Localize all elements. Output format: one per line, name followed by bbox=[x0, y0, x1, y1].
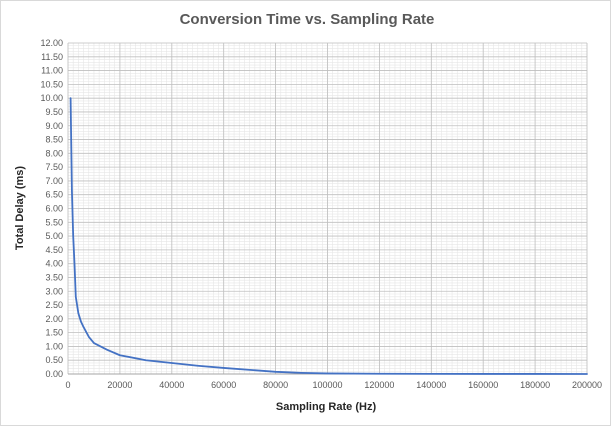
y-tick-label: 12.00 bbox=[40, 38, 63, 48]
y-axis-title: Total Delay (ms) bbox=[14, 166, 26, 250]
y-tick-label: 8.00 bbox=[45, 148, 63, 158]
y-tick-label: 9.00 bbox=[45, 121, 63, 131]
y-tick-label: 1.50 bbox=[45, 328, 63, 338]
x-tick-label: 0 bbox=[65, 380, 70, 390]
major-gridlines bbox=[67, 42, 588, 375]
x-tick-label: 140000 bbox=[416, 380, 446, 390]
x-tick-label: 40000 bbox=[159, 380, 184, 390]
chart-title: Conversion Time vs. Sampling Rate bbox=[180, 11, 435, 28]
y-tick-label: 11.00 bbox=[41, 66, 63, 76]
x-tick-label: 60000 bbox=[211, 380, 236, 390]
y-tick-label: 0.00 bbox=[45, 369, 63, 379]
y-tick-label: 0.50 bbox=[45, 355, 63, 365]
x-tick-label: 180000 bbox=[520, 380, 550, 390]
y-tick-label: 6.00 bbox=[45, 204, 63, 214]
y-tick-label: 9.50 bbox=[45, 107, 63, 117]
x-tick-label: 120000 bbox=[364, 380, 394, 390]
x-axis-title: Sampling Rate (Hz) bbox=[276, 401, 377, 413]
y-tick-label: 4.50 bbox=[45, 245, 63, 255]
x-axis-ticks: 0 20000 40000 60000 80000 100000 120000 140000 1… bbox=[65, 380, 602, 390]
y-tick-label: 6.50 bbox=[45, 190, 63, 200]
x-tick-label: 100000 bbox=[312, 380, 342, 390]
series-line-total-delay bbox=[69, 97, 588, 375]
series-layer bbox=[69, 97, 588, 375]
y-tick-label: 10.00 bbox=[40, 93, 63, 103]
y-tick-label: 1.00 bbox=[45, 341, 63, 351]
y-tick-label: 4.00 bbox=[45, 259, 63, 269]
x-tick-label: 160000 bbox=[468, 380, 498, 390]
y-tick-label: 3.00 bbox=[45, 286, 63, 296]
x-tick-label: 20000 bbox=[107, 380, 132, 390]
y-tick-label: 11.50 bbox=[41, 52, 63, 62]
y-tick-label: 2.00 bbox=[45, 314, 63, 324]
y-tick-label: 3.50 bbox=[45, 272, 63, 282]
y-tick-label: 2.50 bbox=[45, 300, 63, 310]
y-tick-label: 5.00 bbox=[45, 231, 63, 241]
x-tick-label: 80000 bbox=[263, 380, 288, 390]
x-tick-label: 200000 bbox=[572, 380, 602, 390]
y-tick-label: 8.50 bbox=[45, 135, 63, 145]
y-tick-label: 5.50 bbox=[45, 217, 63, 227]
y-tick-label: 10.50 bbox=[40, 79, 63, 89]
y-tick-label: 7.00 bbox=[45, 176, 63, 186]
y-axis-ticks: 0.00 0.50 1.00 1.50 2.00 2.50 3.00 3.50 4.00 4.50… bbox=[40, 38, 63, 379]
y-tick-label: 7.50 bbox=[45, 162, 63, 172]
